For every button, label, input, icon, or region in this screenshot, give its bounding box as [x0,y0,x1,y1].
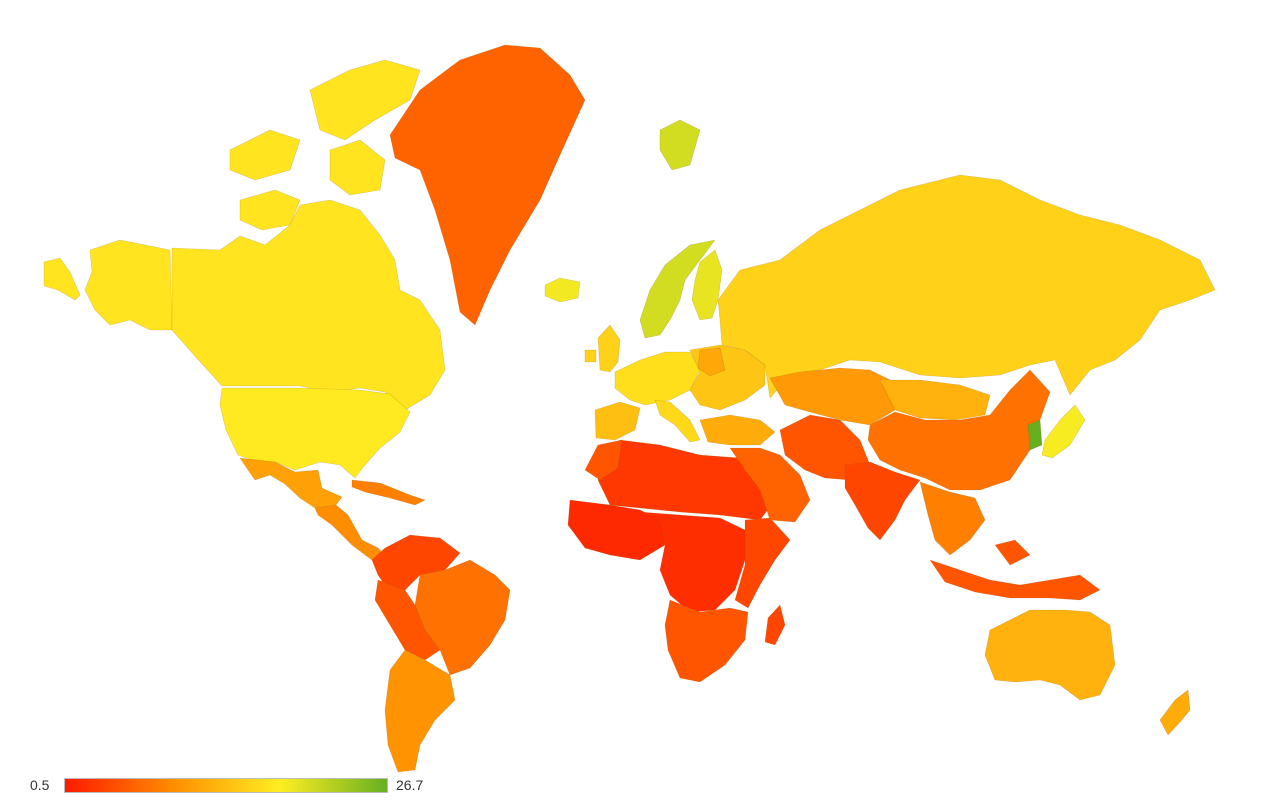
region-iberia [594,401,641,441]
region-peru-bolivia [374,579,441,661]
region-iceland [544,277,581,303]
region-russia [717,174,1216,399]
region-belarus [697,347,726,377]
region-morocco [584,439,623,481]
region-argentina-chile [384,649,456,773]
region-korea [1027,419,1043,451]
region-southeast-asia [919,481,986,556]
region-brazil [414,559,511,676]
region-usa [219,387,411,479]
region-alaska [43,239,173,331]
color-legend: 0.5 26.7 [30,775,450,795]
region-uk-ireland [584,324,621,373]
region-central-america [314,504,386,561]
region-madagascar [764,604,786,646]
region-japan [1041,404,1086,459]
region-new-zealand [1159,689,1191,736]
region-caribbean [351,479,426,506]
region-finland [691,249,723,321]
legend-gradient-bar [64,778,388,793]
region-canada [171,59,446,411]
legend-min-label: 0.5 [30,777,50,793]
region-southern-africa [664,599,749,683]
region-india [844,461,921,541]
region-indonesia [929,539,1101,601]
legend-max-label: 26.7 [396,777,424,793]
region-east-africa [734,517,791,609]
region-turkey [699,414,776,446]
region-north-africa [597,439,776,521]
region-australia [984,609,1116,701]
region-middle-east [729,447,811,523]
region-scandinavia [639,119,716,339]
region-west-africa [567,499,666,561]
region-mongolia [879,379,991,421]
region-central-asia [769,367,901,426]
region-western-europe [614,351,701,406]
region-greenland [389,44,586,326]
region-italy [654,399,701,443]
